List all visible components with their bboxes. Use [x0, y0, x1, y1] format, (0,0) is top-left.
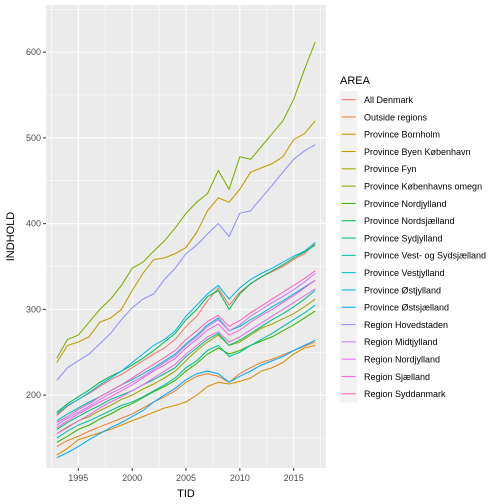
series-line	[56, 242, 316, 415]
legend-label: Province Nordsjælland	[364, 216, 455, 226]
series-line	[56, 270, 316, 424]
y-tick-label: 400	[26, 219, 41, 229]
x-tick-label: 2005	[176, 473, 196, 483]
legend-label: Province Byen København	[364, 147, 471, 157]
series-line	[56, 272, 316, 426]
x-tick-label: 2010	[230, 473, 250, 483]
legend-label: Province Fyn	[364, 164, 417, 174]
series-line	[56, 290, 316, 430]
series-line	[56, 243, 316, 417]
y-tick-label: 500	[26, 133, 41, 143]
legend-label: Province Nordjylland	[364, 199, 447, 209]
legend-label: Region Sjælland	[364, 372, 430, 382]
series-line	[56, 41, 316, 359]
y-tick-label: 200	[26, 390, 41, 400]
y-tick-label: 600	[26, 47, 41, 57]
legend-label: Region Midtjylland	[364, 337, 438, 347]
series-line	[56, 288, 316, 435]
series-line	[56, 341, 316, 448]
y-axis-title: INDHOLD	[5, 212, 17, 262]
major-gridlines	[46, 5, 326, 468]
legend-label: Province Vest- og Sydsjælland	[364, 251, 486, 261]
series-line	[56, 144, 316, 381]
legend-label: Province Sydjylland	[364, 233, 443, 243]
series-line	[56, 120, 316, 363]
series-line	[56, 310, 316, 443]
series-line	[56, 244, 316, 413]
series-line	[56, 304, 316, 439]
legend-label: All Denmark	[364, 95, 414, 105]
series-line	[56, 279, 316, 429]
legend-label: Province Østsjælland	[364, 303, 449, 313]
x-tick-label: 2015	[284, 473, 304, 483]
series-line	[56, 344, 316, 456]
legend-label: Region Nordjylland	[364, 355, 440, 365]
series-lines	[56, 41, 316, 459]
legend-label: Province Københavns omegn	[364, 182, 482, 192]
x-tick-label: 1995	[68, 473, 88, 483]
y-tick-label: 300	[26, 304, 41, 314]
x-tick-label: 2000	[122, 473, 142, 483]
legend-label: Province Østjylland	[364, 285, 441, 295]
x-axis-title: TID	[177, 488, 195, 500]
series-line	[56, 339, 316, 459]
x-axis: 1995 2000 2005 2010 2015	[68, 468, 304, 483]
legend-title: AREA	[340, 75, 371, 87]
series-line	[56, 298, 316, 435]
y-axis: 200 300 400 500 600	[26, 47, 46, 400]
legend-label: Province Bornholm	[364, 130, 440, 140]
legend-label: Province Vestjylland	[364, 268, 445, 278]
legend: AREA All Denmark Outside regions Province …	[340, 75, 486, 403]
legend-label: Outside regions	[364, 112, 428, 122]
legend-label: Region Hovedstaden	[364, 320, 448, 330]
legend-label: Region Syddanmark	[364, 389, 446, 399]
